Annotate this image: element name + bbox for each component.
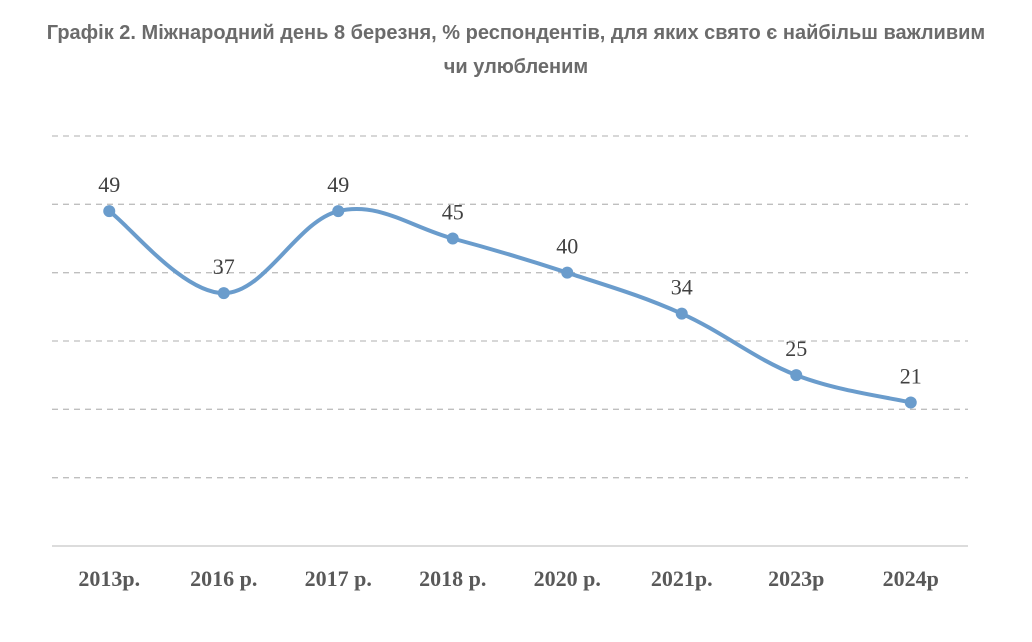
data-point bbox=[675, 307, 688, 320]
x-tick-label: 2013р. bbox=[78, 566, 140, 591]
data-point bbox=[332, 205, 345, 218]
data-point bbox=[446, 232, 459, 245]
data-point bbox=[790, 369, 803, 382]
x-tick-label: 2018 р. bbox=[419, 566, 486, 591]
data-label: 25 bbox=[785, 336, 807, 361]
data-points bbox=[103, 205, 917, 409]
data-label: 21 bbox=[900, 364, 922, 389]
data-label: 45 bbox=[442, 200, 464, 225]
data-point bbox=[904, 396, 917, 409]
x-tick-label: 2023р bbox=[768, 566, 824, 591]
data-label: 49 bbox=[327, 172, 349, 197]
data-labels: 49 37 49 45 40 34 25 21 bbox=[98, 172, 922, 388]
data-label: 49 bbox=[98, 172, 120, 197]
data-point bbox=[217, 287, 230, 300]
gridlines bbox=[52, 135, 968, 479]
data-point bbox=[561, 266, 574, 279]
x-tick-label: 2021р. bbox=[651, 566, 713, 591]
data-label: 37 bbox=[213, 254, 235, 279]
data-label: 34 bbox=[671, 275, 693, 300]
data-point bbox=[103, 205, 116, 218]
chart-title: Графік 2. Міжнародний день 8 березня, % … bbox=[46, 22, 986, 78]
x-tick-label: 2017 р. bbox=[305, 566, 372, 591]
x-tick-label: 2016 р. bbox=[190, 566, 257, 591]
x-tick-label: 2020 р. bbox=[534, 566, 601, 591]
data-label: 40 bbox=[556, 234, 578, 259]
x-tick-labels: 2013р. 2016 р. 2017 р. 2018 р. 2020 р. 2021р.… bbox=[78, 566, 939, 591]
x-tick-label: 2024р bbox=[883, 566, 939, 591]
